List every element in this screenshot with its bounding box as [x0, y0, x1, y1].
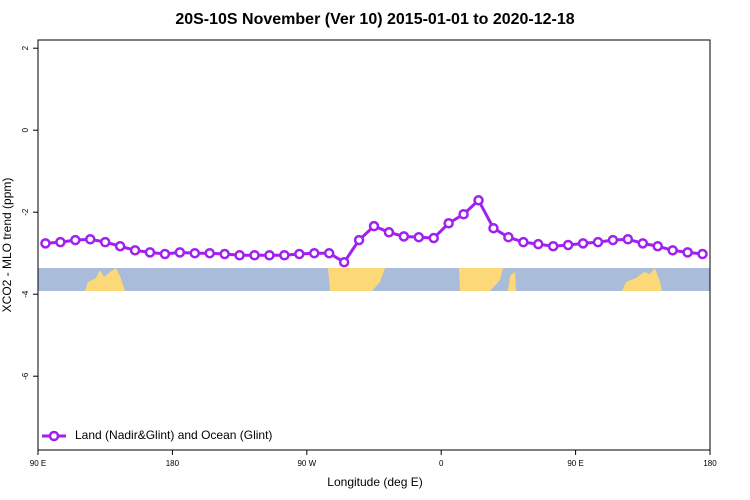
y-tick-label: 0	[21, 127, 30, 132]
data-point	[518, 236, 529, 248]
data-point	[144, 247, 156, 258]
data-point	[264, 250, 275, 261]
x-tick-label: 0	[439, 459, 444, 468]
x-tick-label: 90 W	[297, 459, 316, 468]
data-point	[682, 247, 693, 258]
data-point	[294, 248, 305, 260]
x-tick-label: 90 E	[567, 459, 583, 468]
y-axis-label: XCO2 - MLO trend (ppm)	[0, 178, 14, 313]
data-point	[458, 209, 469, 220]
data-point	[443, 218, 454, 229]
data-point	[652, 240, 663, 252]
data-point	[577, 238, 589, 249]
data-point	[697, 248, 708, 260]
legend-label: Land (Nadir&Glint) and Ocean (Glint)	[75, 428, 272, 442]
x-tick-label: 180	[166, 459, 180, 468]
data-point	[637, 238, 649, 249]
data-point	[70, 234, 81, 246]
data-point	[279, 250, 290, 261]
data-point	[55, 236, 66, 248]
data-point	[503, 231, 514, 243]
data-point	[413, 231, 425, 243]
y-tick-label: -4	[21, 290, 30, 298]
data-point	[99, 236, 111, 248]
data-point	[338, 256, 350, 268]
data-point	[473, 195, 484, 206]
data-point	[368, 220, 380, 232]
land-ocean-map	[38, 268, 710, 291]
data-point	[607, 234, 619, 246]
data-point	[114, 240, 126, 252]
data-point	[159, 248, 171, 260]
x-tick-label: 180	[703, 459, 717, 468]
data-point	[592, 236, 604, 248]
data-point	[562, 239, 574, 251]
data-point	[40, 238, 51, 249]
data-point	[174, 247, 186, 258]
data-point	[323, 247, 335, 259]
legend-marker	[48, 430, 60, 442]
y-tick-label: -2	[21, 208, 30, 216]
data-point	[85, 234, 96, 245]
data-point	[547, 240, 559, 252]
data-point	[129, 245, 141, 256]
data-point	[309, 247, 320, 259]
data-point	[667, 245, 678, 256]
data-point	[622, 234, 634, 245]
chart-title: 20S-10S November (Ver 10) 2015-01-01 to …	[175, 11, 574, 28]
data-point	[488, 222, 499, 234]
data-point	[428, 232, 439, 244]
data-point	[383, 227, 395, 238]
data-point	[353, 234, 365, 246]
x-axis-label: Longitude (deg E)	[327, 475, 422, 489]
x-tick-label: 90 E	[30, 459, 46, 468]
y-tick-label: -6	[21, 372, 30, 380]
y-tick-label: 2	[21, 45, 30, 50]
data-point	[219, 248, 230, 260]
data-point	[249, 250, 260, 261]
data-point	[234, 250, 245, 261]
data-point	[398, 231, 410, 242]
plot-frame	[37, 39, 711, 451]
data-point	[533, 238, 544, 250]
data-point	[204, 247, 215, 259]
data-point	[189, 247, 201, 259]
